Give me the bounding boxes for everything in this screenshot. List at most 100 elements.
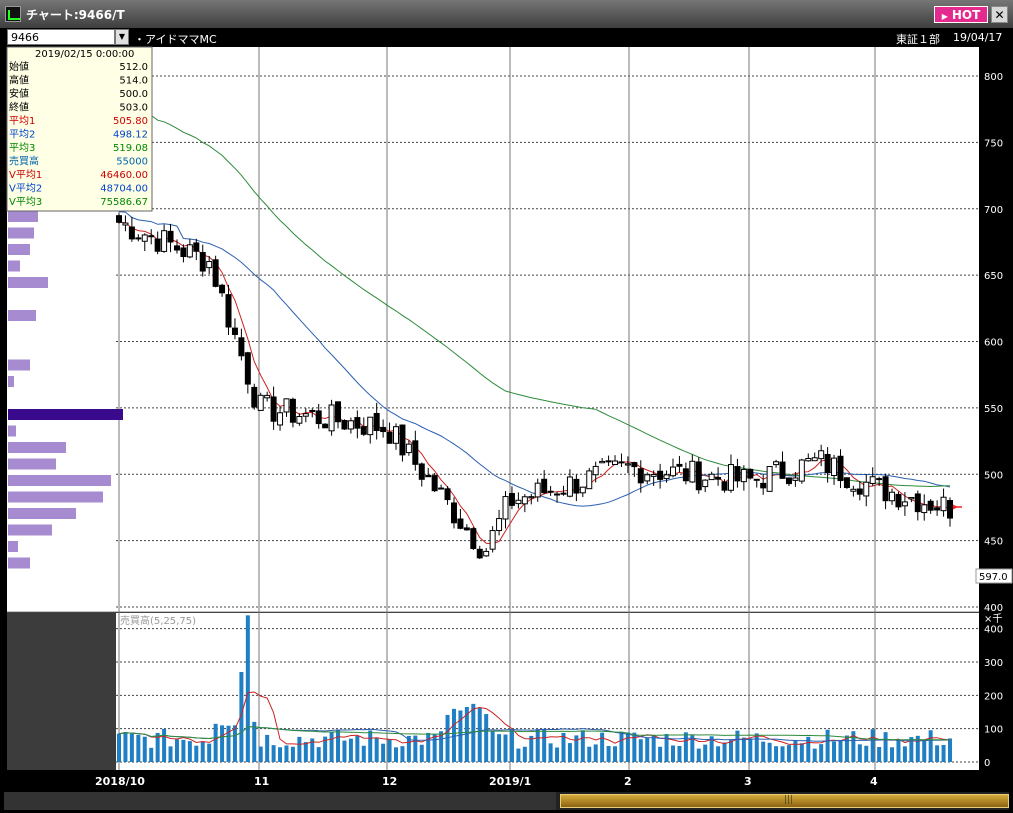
- candle-body: [264, 394, 271, 399]
- date-tick-label: 3: [744, 775, 752, 788]
- volume-bar: [348, 738, 353, 762]
- volume-bar: [902, 746, 907, 762]
- ohlc-label: 始値: [9, 60, 29, 73]
- volume-bar: [464, 706, 469, 762]
- volume-profile-bar: [8, 310, 36, 321]
- volume-bar: [516, 748, 521, 762]
- candle-body: [644, 474, 651, 482]
- volume-bar: [458, 710, 463, 762]
- candle-body: [244, 352, 251, 385]
- volume-bar: [406, 735, 411, 762]
- candle-body: [947, 500, 953, 519]
- candle-body: [856, 488, 863, 495]
- candle-body: [483, 550, 490, 557]
- price-tick-label: 450: [984, 537, 1003, 548]
- volume-bar: [786, 745, 791, 762]
- company-name: ・アイドママMC: [134, 33, 217, 46]
- volume-bar: [445, 714, 450, 762]
- volume-bar: [883, 732, 888, 762]
- price-tick-label: 700: [984, 205, 1003, 216]
- candle-body: [863, 481, 870, 497]
- volume-bar: [245, 615, 250, 762]
- candle-body: [811, 457, 818, 462]
- candle-body: [721, 481, 728, 491]
- chevron-down-icon[interactable]: ▼: [115, 29, 129, 45]
- title-bar: チャート:9466/T ▶ HOT ✕: [0, 0, 1013, 29]
- candle-body: [425, 474, 432, 478]
- volume-bar: [381, 743, 386, 762]
- candle-body: [116, 215, 122, 223]
- price-tick-label: 750: [984, 138, 1003, 149]
- candle-body: [605, 460, 612, 463]
- candle-body: [528, 496, 535, 499]
- candle-body: [927, 500, 934, 511]
- candle-body: [193, 242, 200, 252]
- date-tick-label: 2: [624, 775, 632, 788]
- candle-body: [457, 518, 464, 529]
- ohlc-value: 514.0: [119, 76, 148, 87]
- candle-body: [180, 247, 187, 258]
- candle-body: [676, 463, 683, 467]
- hot-button[interactable]: ▶ HOT: [934, 6, 988, 23]
- candle-body: [231, 327, 238, 335]
- moving-average-3: [118, 94, 951, 488]
- candle-body: [747, 468, 754, 479]
- candle-body: [914, 493, 921, 513]
- candle-body: [843, 477, 850, 488]
- info-date: 19/04/17: [953, 31, 1003, 44]
- volume-bar: [323, 736, 328, 762]
- ohlc-value: 503.0: [119, 103, 148, 114]
- symbol-input[interactable]: [7, 29, 115, 45]
- volume-bar: [716, 746, 721, 762]
- volume-bar: [651, 735, 656, 762]
- volume-bar: [123, 731, 128, 762]
- candle-body: [882, 476, 889, 502]
- ohlc-value: 46460.00: [100, 170, 148, 181]
- volume-bar: [928, 730, 933, 762]
- volume-bar: [857, 744, 862, 762]
- volume-bar: [336, 729, 341, 762]
- volume-bar: [252, 721, 257, 762]
- volume-bar: [200, 741, 205, 762]
- scrollbar-thumb[interactable]: [560, 794, 1009, 808]
- candle-body: [908, 497, 915, 500]
- candle-body: [715, 477, 722, 480]
- volume-bar: [155, 732, 160, 762]
- volume-bar: [207, 743, 212, 762]
- scrollbar-track[interactable]: [4, 792, 556, 810]
- close-button[interactable]: ✕: [991, 6, 1008, 23]
- volume-profile-bar: [8, 244, 30, 255]
- candle-body: [173, 245, 180, 251]
- candle-body: [367, 416, 374, 436]
- candle-body: [889, 491, 896, 502]
- ohlc-label: V平均3: [9, 196, 42, 208]
- candle-body: [335, 401, 342, 423]
- market-name: 東証１部: [896, 33, 940, 46]
- volume-bar: [368, 730, 373, 762]
- candle-body: [624, 463, 631, 466]
- candle-body: [901, 501, 908, 507]
- horizontal-scrollbar[interactable]: |||: [4, 792, 1009, 810]
- volume-bar: [851, 731, 856, 762]
- candle-body: [515, 499, 522, 505]
- volume-bar: [748, 738, 753, 762]
- candle-body: [785, 477, 792, 485]
- volume-bar: [471, 703, 476, 762]
- scrollbar-grip: |||: [784, 795, 794, 805]
- volume-profile-bar: [8, 458, 56, 470]
- volume-profile-bar: [8, 409, 123, 420]
- volume-bar: [709, 736, 714, 762]
- candle-body: [496, 518, 503, 532]
- volume-bar: [484, 714, 489, 762]
- info-bar: [0, 28, 1013, 47]
- volume-profile-bar: [8, 541, 18, 552]
- volume-tick-label: 0: [984, 758, 990, 769]
- volume-bar: [129, 733, 134, 762]
- candle-body: [631, 462, 638, 468]
- volume-bar: [529, 735, 534, 762]
- ohlc-value: 519.08: [113, 143, 148, 154]
- volume-tick-label: 100: [984, 725, 1003, 736]
- volume-bar: [220, 725, 225, 762]
- candle-body: [831, 457, 838, 477]
